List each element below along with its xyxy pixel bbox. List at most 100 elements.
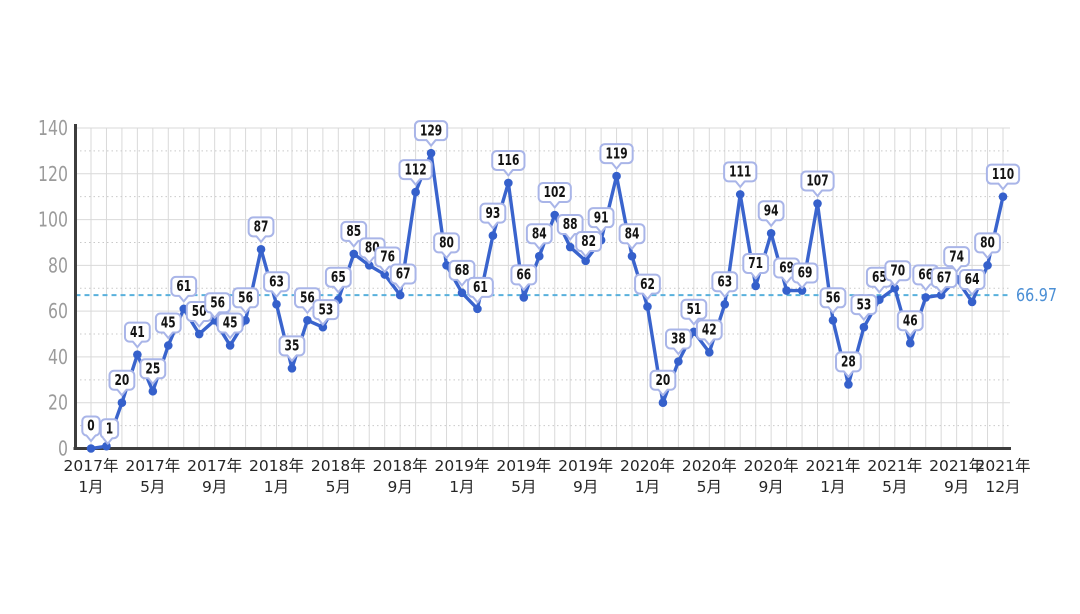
x-tick-label-month: 1月 xyxy=(449,478,474,496)
x-tick-label-month: 9月 xyxy=(573,478,598,496)
bubble-pointer xyxy=(812,189,823,198)
bubble-pointer xyxy=(688,318,700,326)
data-point xyxy=(272,299,281,309)
bubble-value-text: 80 xyxy=(980,234,995,252)
bubble-value-text: 45 xyxy=(161,314,176,332)
bubble-pointer xyxy=(966,288,978,296)
data-label-bubble: 82 xyxy=(575,231,603,258)
bubble-value-text: 56 xyxy=(238,289,253,307)
data-point xyxy=(380,270,389,279)
bubble-value-text: 129 xyxy=(420,121,442,139)
bubble-value-text: 65 xyxy=(872,268,887,286)
bubble-pointer xyxy=(920,283,931,291)
data-label-bubble: 65 xyxy=(865,266,893,294)
data-point xyxy=(797,286,807,295)
data-label-bubble: 69 xyxy=(791,262,819,290)
x-tick-label-year: 2018年 xyxy=(373,457,428,475)
bubble-value-text: 70 xyxy=(890,261,905,279)
bubble-value-text: 20 xyxy=(115,371,130,389)
data-point xyxy=(225,341,235,350)
bubble-pointer xyxy=(441,251,452,259)
bubble-pointer xyxy=(796,281,808,290)
data-label-bubble: 62 xyxy=(634,273,661,301)
bubble-value-text: 66 xyxy=(516,266,531,284)
bubble-pointer xyxy=(858,313,870,321)
bubble-value-text: 20 xyxy=(656,371,671,389)
bubble-pointer xyxy=(224,331,236,339)
data-point xyxy=(534,251,544,261)
bubble-pointer-mask xyxy=(566,232,575,236)
bubble-pointer xyxy=(549,201,561,209)
bubble-pointer xyxy=(85,434,97,442)
data-label-bubble: 35 xyxy=(278,335,306,362)
bubble-pointer xyxy=(595,226,607,234)
data-label-bubble: 111 xyxy=(723,161,758,188)
bubble-pointer-mask xyxy=(813,189,822,192)
data-label-bubble: 80 xyxy=(974,232,1001,259)
bubble-pointer-mask xyxy=(581,249,590,253)
bubble-pointer xyxy=(580,250,591,258)
bubble-value-text: 1 xyxy=(106,419,113,437)
data-label-bubble: 61 xyxy=(170,275,198,303)
data-point xyxy=(519,293,529,302)
data-label-bubble: 53 xyxy=(850,294,878,321)
x-tick-label-year: 2021年 xyxy=(867,457,922,475)
data-point xyxy=(133,350,142,359)
data-label-bubble: 129 xyxy=(413,120,449,147)
data-point xyxy=(256,245,266,254)
data-point xyxy=(148,386,158,396)
data-point xyxy=(890,283,900,293)
bubble-pointer-mask xyxy=(473,295,482,299)
bubble-pointer-mask xyxy=(751,271,760,275)
bubble-value-text: 65 xyxy=(331,268,346,286)
data-label-bubble: 64 xyxy=(958,268,986,296)
data-point xyxy=(766,229,776,238)
data-point xyxy=(813,199,822,208)
data-label-bubble: 1 xyxy=(99,418,120,445)
data-label-bubble: 102 xyxy=(537,181,572,209)
bubble-pointer xyxy=(163,331,174,339)
bubble-pointer-mask xyxy=(597,225,606,229)
bubble-pointer xyxy=(363,256,375,264)
bubble-value-text: 84 xyxy=(625,224,640,242)
data-point xyxy=(983,261,992,270)
bubble-pointer-mask xyxy=(875,285,884,289)
bubble-pointer xyxy=(193,320,205,328)
bubble-value-text: 35 xyxy=(285,337,300,355)
bubble-pointer-mask xyxy=(906,328,915,332)
bubble-pointer xyxy=(951,265,962,273)
x-tick-label-month: 1月 xyxy=(635,478,660,496)
bubble-value-text: 112 xyxy=(405,160,427,178)
data-point xyxy=(426,148,436,158)
bubble-pointer xyxy=(271,290,282,298)
bubble-pointer xyxy=(147,377,159,385)
data-point xyxy=(844,380,853,389)
bubble-value-text: 88 xyxy=(563,215,578,233)
data-point xyxy=(643,302,652,311)
y-axis-tick-labels: 0 20 40 60 80 100 120 140 xyxy=(38,116,68,461)
x-tick-label-month: 9月 xyxy=(758,478,783,496)
data-point xyxy=(504,178,513,188)
data-point xyxy=(349,249,359,259)
x-tick-label-month: 5月 xyxy=(511,478,536,496)
data-label-bubble: 51 xyxy=(680,298,708,326)
data-point xyxy=(859,322,869,332)
data-label-bubble: 56 xyxy=(204,292,232,319)
x-tick-label-year: 2020年 xyxy=(744,457,799,475)
bubble-value-text: 42 xyxy=(702,321,717,339)
data-point xyxy=(720,299,730,309)
x-tick-label-month: 1月 xyxy=(264,478,289,496)
bubble-pointer xyxy=(425,139,437,147)
data-point xyxy=(194,329,204,339)
data-point xyxy=(905,338,915,348)
x-tick-label-year: 2017年 xyxy=(64,457,119,475)
bubble-pointer-mask xyxy=(103,436,112,440)
bubble-value-text: 63 xyxy=(717,272,732,290)
data-point xyxy=(581,256,590,266)
bubble-pointer-mask xyxy=(999,182,1007,186)
y-tick-label: 0 xyxy=(58,437,68,461)
bubble-value-text: 28 xyxy=(841,353,856,371)
grid-lines xyxy=(75,127,1010,449)
data-point xyxy=(967,297,977,307)
bubble-pointer xyxy=(657,389,669,397)
